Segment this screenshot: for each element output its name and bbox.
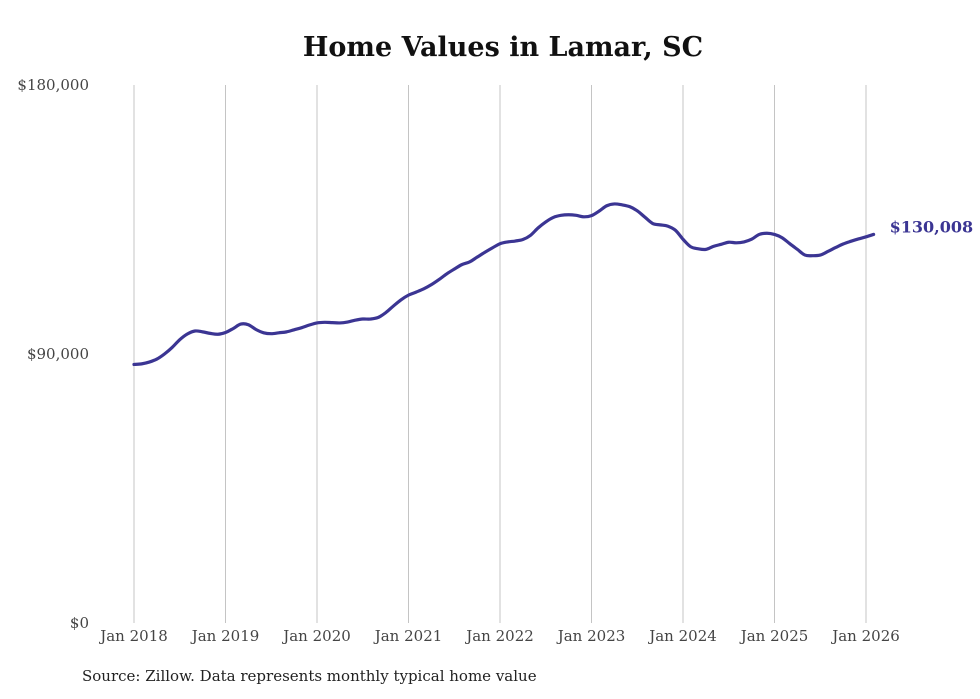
chart-title: Home Values in Lamar, SC xyxy=(302,32,704,63)
end-value-label: $130,008 xyxy=(890,217,974,236)
x-axis: Jan 2018 Jan 2019 Jan 2020 Jan 2021 Jan 2022… xyxy=(98,627,900,645)
y-tick-label: $0 xyxy=(70,614,89,632)
x-tick-label: Jan 2019 xyxy=(190,627,260,645)
x-tick-label: Jan 2024 xyxy=(647,627,717,645)
x-tick-label: Jan 2023 xyxy=(556,627,626,645)
y-axis: $0 $90,000 $180,000 xyxy=(17,76,89,632)
x-tick-label: Jan 2020 xyxy=(281,627,351,645)
x-tick-label: Jan 2022 xyxy=(464,627,534,645)
gridlines xyxy=(133,85,867,623)
x-tick-label: Jan 2026 xyxy=(830,627,900,645)
x-tick-label: Jan 2021 xyxy=(373,627,443,645)
source-note: Source: Zillow. Data represents monthly … xyxy=(82,667,537,685)
x-tick-label: Jan 2025 xyxy=(739,627,809,645)
y-tick-label: $180,000 xyxy=(17,76,89,94)
series-line-0 xyxy=(132,202,876,367)
x-tick-label: Jan 2018 xyxy=(98,627,168,645)
series-layer: $130,008 xyxy=(132,202,974,367)
y-tick-label: $90,000 xyxy=(27,345,89,363)
